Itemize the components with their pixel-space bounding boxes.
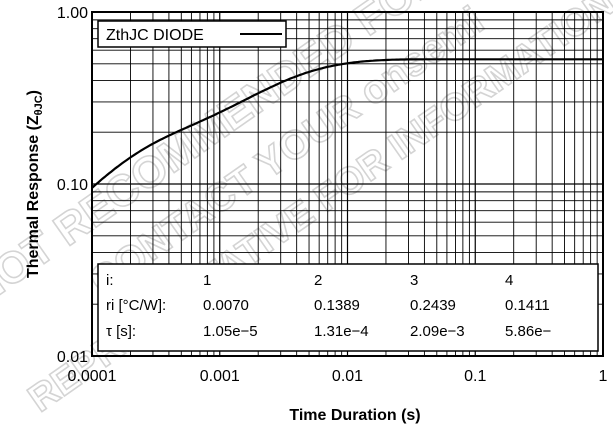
table-cells: i: 1 2 3 4 ri [°C/W]: 0.0070 0.1389 0.2439 0.1411… <box>106 272 552 340</box>
x-tick-label-0: 0.0001 <box>68 368 117 385</box>
table-cell-r1-c1: 0.0070 <box>203 297 249 314</box>
legend: ZthJC DIODE <box>97 20 287 48</box>
y-axis-title-main: Thermal Response (Z <box>25 115 42 278</box>
parameter-table: i: 1 2 3 4 ri [°C/W]: 0.0070 0.1389 0.2439 0.1411… <box>97 263 599 352</box>
y-axis-title-close: ) <box>25 90 42 95</box>
table-cell-r0-c1: 1 <box>203 272 211 289</box>
table-cell-r1-c2: 0.1389 <box>314 297 360 314</box>
x-tick-label-2: 0.01 <box>332 368 363 385</box>
table-cell-r2-c0: τ [s]: <box>106 323 136 340</box>
table-cell-r1-c3: 0.2439 <box>410 297 456 314</box>
x-axis-title: Time Duration (s) <box>289 407 420 424</box>
y-tick-labels: 0.01 0.10 1.00 <box>57 5 88 366</box>
curve-layer <box>91 58 603 189</box>
table-cell-r0-c4: 4 <box>505 272 513 289</box>
table-cell-r1-c0: ri [°C/W]: <box>106 297 166 314</box>
table-cell-r2-c4: 5.86e− <box>505 323 552 340</box>
y-tick-label-2: 1.00 <box>57 5 88 22</box>
table-cell-r1-c4: 0.1411 <box>505 297 550 314</box>
table-box <box>97 263 599 352</box>
table-cell-r0-c3: 3 <box>410 272 418 289</box>
series-line-zthjc-diode <box>91 58 603 189</box>
plot-frame <box>91 11 604 357</box>
x-tick-labels: 0.0001 0.001 0.01 0.1 1 <box>68 368 608 385</box>
table-cell-r2-c3: 2.09e−3 <box>410 323 465 340</box>
table-cell-r0-c2: 2 <box>314 272 322 289</box>
y-axis-title: Thermal Response (ZθJC) <box>25 90 45 278</box>
table-cell-r2-c1: 1.05e−5 <box>203 323 258 340</box>
x-tick-label-1: 0.001 <box>200 368 240 385</box>
y-tick-label-0: 0.01 <box>57 349 88 366</box>
x-tick-label-4: 1 <box>599 368 608 385</box>
y-axis-title-sub: θJC <box>33 95 45 115</box>
y-tick-label-1: 0.10 <box>57 177 88 194</box>
legend-label: ZthJC DIODE <box>106 27 204 44</box>
table-cell-r0-c0: i: <box>106 272 114 289</box>
x-tick-label-3: 0.1 <box>464 368 486 385</box>
table-cell-r2-c2: 1.31e−4 <box>314 323 369 340</box>
